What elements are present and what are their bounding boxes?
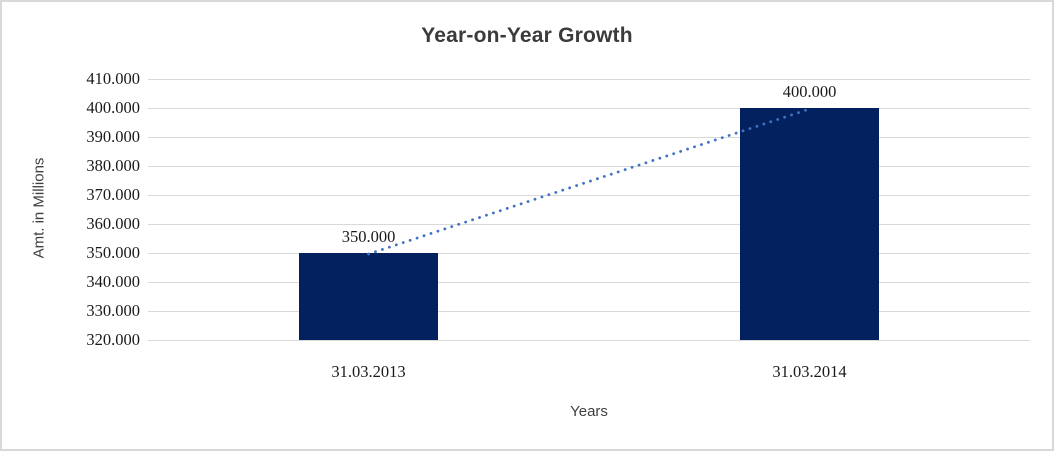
y-axis-tick-label: 320.000 xyxy=(86,330,140,349)
data-label: 400.000 xyxy=(782,82,837,101)
gridline xyxy=(148,252,1030,254)
x-axis-tick-label: 31.03.2013 xyxy=(331,362,406,381)
gridline xyxy=(148,223,1030,225)
y-axis-tick-label: 390.000 xyxy=(86,127,140,146)
gridline xyxy=(148,281,1030,283)
y-axis-tick-label: 370.000 xyxy=(86,185,140,204)
y-axis-tick-label: 350.000 xyxy=(86,243,140,262)
bar-31.03.2014 xyxy=(740,108,879,340)
gridline xyxy=(148,339,1030,341)
bar-31.03.2013 xyxy=(299,253,438,340)
y-axis-tick-label: 380.000 xyxy=(86,156,140,175)
y-axis-tick-label: 330.000 xyxy=(86,301,140,320)
x-axis-tick-label: 31.03.2014 xyxy=(772,362,847,381)
y-axis-tick-label: 410.000 xyxy=(86,69,140,88)
data-label: 350.000 xyxy=(341,227,396,246)
chart-title: Year-on-Year Growth xyxy=(421,24,633,47)
y-axis-tick-label: 340.000 xyxy=(86,272,140,291)
x-axis-title: Years xyxy=(570,403,608,420)
y-axis-tick-label: 400.000 xyxy=(86,98,140,117)
gridline xyxy=(148,165,1030,167)
y-axis-tick-label: 360.000 xyxy=(86,214,140,233)
gridline xyxy=(148,78,1030,80)
gridline xyxy=(148,136,1030,138)
gridline xyxy=(148,107,1030,109)
gridline xyxy=(148,310,1030,312)
gridline xyxy=(148,194,1030,196)
